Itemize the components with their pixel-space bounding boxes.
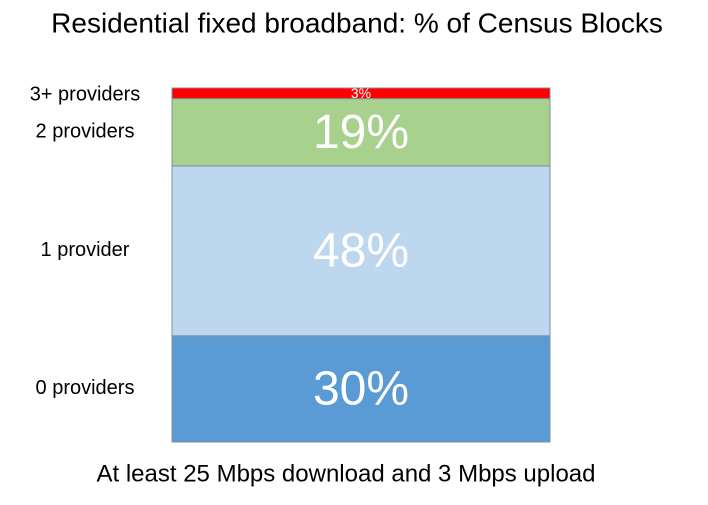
chart-title: Residential fixed broadband: % of Census…: [51, 7, 663, 38]
data-label: 30%: [313, 363, 409, 416]
legend-label: 0 providers: [36, 377, 135, 399]
data-label: 48%: [313, 225, 409, 278]
bar-segment: [171, 165, 551, 337]
bar-segment: [171, 87, 551, 100]
x-axis-label: At least 25 Mbps download and 3 Mbps upl…: [97, 460, 596, 487]
data-label: 19%: [313, 106, 409, 159]
legend-label: 1 provider: [41, 239, 130, 261]
legend-label: 2 providers: [36, 121, 135, 143]
legend-label: 3+ providers: [30, 83, 141, 105]
data-label: 3%: [351, 85, 371, 101]
bar-segment: [171, 335, 551, 443]
